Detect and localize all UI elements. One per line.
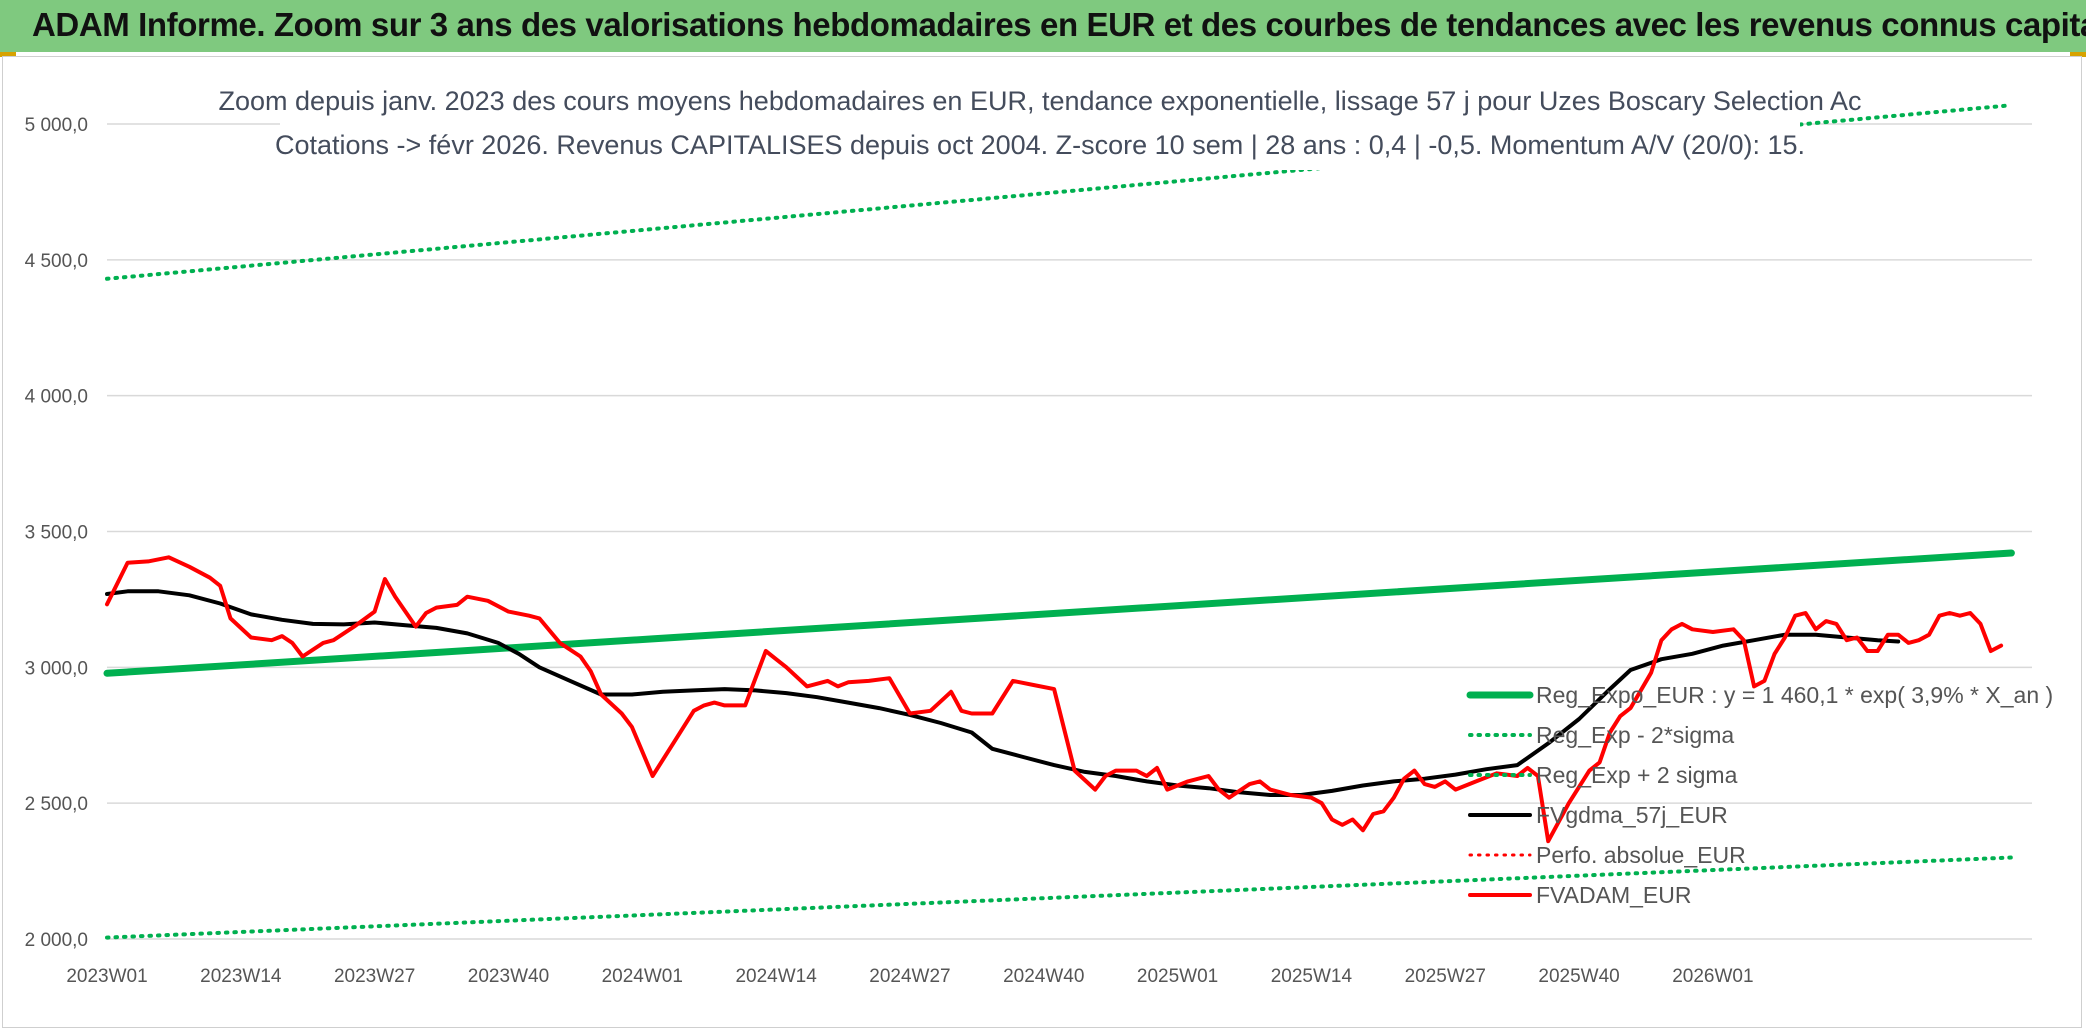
y-tick-label: 3 000,0 — [25, 658, 88, 679]
chart-frame — [2, 56, 2082, 1028]
chart-subtitle: Cotations -> févr 2026. Revenus CAPITALI… — [275, 130, 1805, 160]
corner-marker-left — [0, 52, 16, 57]
y-tick-label: 2 000,0 — [25, 930, 88, 951]
legend: Reg_Expo_EUR : y = 1 460,1 * exp( 3,9% *… — [1466, 682, 2053, 908]
legend-label: FVgdma_57j_EUR — [1536, 802, 1728, 828]
header-banner: ADAM Informe. Zoom sur 3 ans des valoris… — [0, 0, 2086, 52]
x-tick-label: 2023W40 — [468, 966, 549, 987]
x-tick-label: 2023W14 — [200, 966, 282, 987]
legend-label: FVADAM_EUR — [1536, 882, 1692, 908]
page-title: ADAM Informe. Zoom sur 3 ans des valoris… — [32, 6, 2086, 43]
y-tick-label: 2 500,0 — [25, 794, 88, 815]
title-backdrop — [280, 82, 1800, 170]
series-line-3 — [105, 589, 1901, 797]
x-tick-label: 2024W01 — [602, 966, 683, 987]
y-axis-ticks: 2 000,0 2 500,0 3 000,0 3 500,0 4 000,0 4 500… — [25, 115, 88, 951]
legend-label: Reg_Exp - 2*sigma — [1536, 722, 1734, 748]
x-tick-label: 2026W01 — [1672, 966, 1753, 987]
x-tick-label: 2024W40 — [1003, 966, 1084, 987]
x-axis-ticks: 2023W01 2023W14 2023W27 2023W40 2024W01 2024W… — [66, 966, 1753, 987]
y-tick-label: 3 500,0 — [25, 523, 88, 544]
legend-label: Perfo. absolue_EUR — [1536, 842, 1746, 868]
y-tick-label: 4 000,0 — [25, 387, 88, 408]
x-tick-label: 2023W01 — [66, 966, 147, 987]
x-tick-label: 2025W14 — [1271, 966, 1353, 987]
legend-label: Reg_Exp + 2 sigma — [1536, 762, 1738, 788]
corner-marker-right — [2070, 52, 2086, 57]
x-tick-label: 2023W27 — [334, 966, 415, 987]
x-tick-label: 2024W27 — [869, 966, 950, 987]
series-line-1 — [105, 855, 2014, 940]
x-tick-label: 2025W40 — [1538, 966, 1619, 987]
x-tick-label: 2025W27 — [1405, 966, 1486, 987]
y-tick-label: 5 000,0 — [25, 115, 88, 136]
x-tick-label: 2025W01 — [1137, 966, 1218, 987]
y-tick-label: 4 500,0 — [25, 251, 88, 272]
chart-title: Zoom depuis janv. 2023 des cours moyens … — [219, 86, 1862, 116]
grid-lines — [107, 123, 2032, 940]
x-tick-label: 2024W14 — [735, 966, 817, 987]
series-lines — [103, 103, 2015, 940]
legend-label: Reg_Expo_EUR : y = 1 460,1 * exp( 3,9% *… — [1536, 682, 2053, 708]
series-line-5 — [105, 555, 2004, 844]
series-line-0 — [103, 549, 2015, 677]
